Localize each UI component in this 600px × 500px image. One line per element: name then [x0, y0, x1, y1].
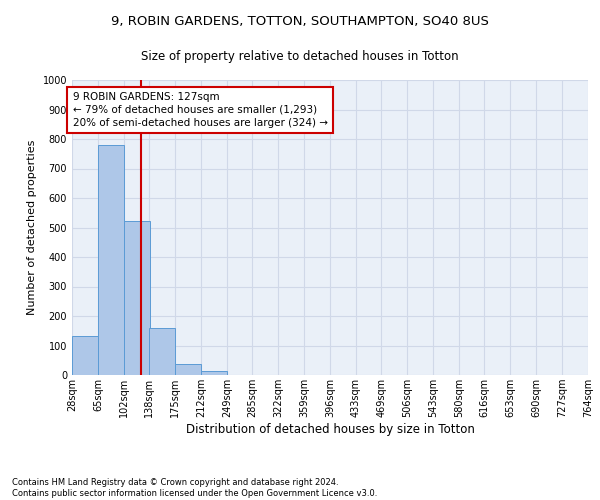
Bar: [201, 371, 227, 375]
Bar: [72, 336, 98, 375]
Bar: [98, 146, 124, 375]
Bar: [175, 364, 201, 375]
Text: Size of property relative to detached houses in Totton: Size of property relative to detached ho…: [141, 50, 459, 63]
Text: Contains HM Land Registry data © Crown copyright and database right 2024.
Contai: Contains HM Land Registry data © Crown c…: [12, 478, 377, 498]
Y-axis label: Number of detached properties: Number of detached properties: [27, 140, 37, 315]
Text: 9, ROBIN GARDENS, TOTTON, SOUTHAMPTON, SO40 8US: 9, ROBIN GARDENS, TOTTON, SOUTHAMPTON, S…: [111, 15, 489, 28]
Bar: [149, 328, 175, 375]
Bar: [124, 221, 150, 375]
Text: 9 ROBIN GARDENS: 127sqm
← 79% of detached houses are smaller (1,293)
20% of semi: 9 ROBIN GARDENS: 127sqm ← 79% of detache…: [73, 92, 328, 128]
X-axis label: Distribution of detached houses by size in Totton: Distribution of detached houses by size …: [185, 423, 475, 436]
